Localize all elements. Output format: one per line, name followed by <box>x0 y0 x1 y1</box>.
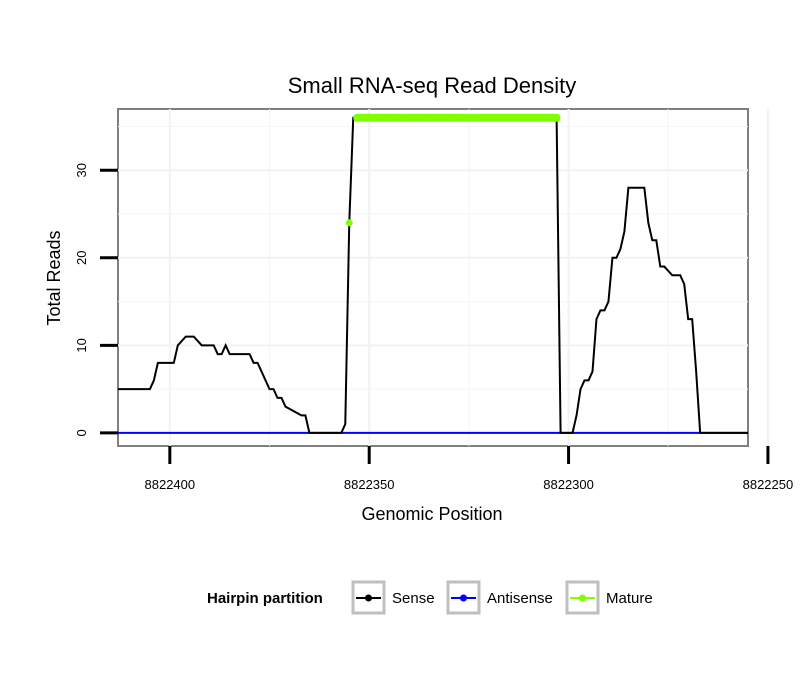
series-mature <box>345 113 561 227</box>
series-sense <box>118 116 748 434</box>
mature-point <box>525 114 533 122</box>
legend-item-antisense: Antisense <box>446 580 553 615</box>
legend-key-mature-point <box>579 594 586 602</box>
mature-point <box>553 114 561 122</box>
series-layer <box>118 113 748 434</box>
mature-point <box>545 114 553 122</box>
y-tick-label: 10 <box>74 338 89 352</box>
legend-item-mature: Mature <box>565 580 653 615</box>
x-tick-label: 8822350 <box>344 477 395 492</box>
sense-line <box>118 116 748 434</box>
legend-key-antisense-point <box>460 594 467 602</box>
x-axis-title: Genomic Position <box>361 504 502 524</box>
legend-key-sense-point <box>365 594 372 602</box>
legend-label-sense: Sense <box>392 590 435 607</box>
legend: Hairpin partition Sense Antisense Mature <box>207 580 653 615</box>
mature-point <box>425 114 433 122</box>
x-tick-label: 8822400 <box>145 477 196 492</box>
legend-title: Hairpin partition <box>207 590 323 607</box>
mature-point <box>405 114 413 122</box>
mature-point <box>485 114 493 122</box>
mature-point <box>505 114 513 122</box>
plot-panel <box>117 108 749 447</box>
y-tick-label: 20 <box>74 251 89 265</box>
mature-point <box>445 114 453 122</box>
grid-lines <box>118 109 769 446</box>
mature-point <box>345 219 353 227</box>
chart-title: Small RNA-seq Read Density <box>288 73 577 98</box>
mature-point <box>353 114 361 122</box>
y-tick-label: 0 <box>74 429 89 436</box>
y-axis-title: Total Reads <box>44 230 64 325</box>
legend-label-mature: Mature <box>606 590 653 607</box>
x-tick-label: 8822300 <box>543 477 594 492</box>
legend-item-sense: Sense <box>351 580 435 615</box>
axes: 8822400 8822350 8822300 8822250 0 10 20 30 <box>74 163 793 492</box>
x-tick-label: 8822250 <box>743 477 794 492</box>
mature-point <box>385 114 393 122</box>
legend-label-antisense: Antisense <box>487 590 553 607</box>
y-tick-label: 30 <box>74 163 89 177</box>
mature-point <box>465 114 473 122</box>
mature-point <box>365 114 373 122</box>
